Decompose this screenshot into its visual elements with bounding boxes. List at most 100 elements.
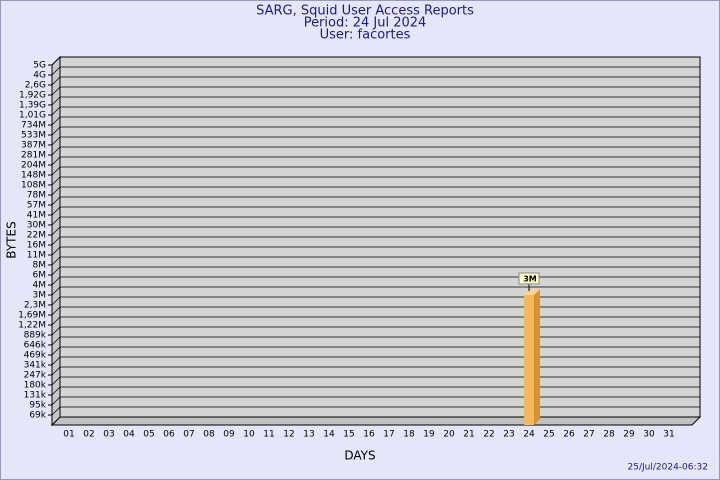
grid-line bbox=[51, 256, 61, 266]
y-axis-label: BYTES bbox=[5, 221, 19, 258]
grid-line bbox=[51, 276, 61, 286]
grid-line bbox=[51, 356, 61, 366]
grid-line bbox=[51, 186, 61, 196]
x-tick-label: 16 bbox=[363, 430, 375, 440]
y-tick-label: 41M bbox=[27, 211, 46, 221]
grid-line bbox=[51, 116, 61, 126]
bar bbox=[524, 295, 534, 425]
y-tick-label: 2,6G bbox=[25, 81, 46, 91]
grid-line bbox=[51, 366, 61, 376]
grid-line bbox=[51, 306, 61, 316]
grid-line bbox=[51, 86, 61, 96]
grid-line bbox=[51, 166, 61, 176]
x-tick-label: 12 bbox=[283, 430, 294, 440]
y-tick-label: 148M bbox=[21, 171, 46, 181]
bar-top bbox=[524, 289, 540, 295]
y-tick-label: 2,3M bbox=[24, 301, 46, 311]
x-tick-label: 17 bbox=[383, 430, 394, 440]
chart-title: SARG, Squid User Access Reports bbox=[256, 4, 474, 19]
y-tick-label: 22M bbox=[27, 231, 46, 241]
y-tick-label: 1,22M bbox=[18, 321, 46, 331]
x-tick-label: 11 bbox=[263, 430, 274, 440]
x-tick-label: 28 bbox=[603, 430, 615, 440]
grid-line bbox=[51, 66, 61, 76]
y-tick-label: 108M bbox=[21, 181, 46, 191]
y-tick-label: 180k bbox=[24, 381, 47, 391]
grid-line bbox=[51, 226, 61, 236]
y-tick-label: 16M bbox=[27, 241, 46, 251]
x-tick-label: 25 bbox=[543, 430, 554, 440]
y-tick-label: 78M bbox=[27, 191, 46, 201]
y-tick-label: 30M bbox=[27, 221, 46, 231]
x-tick-label: 03 bbox=[103, 430, 114, 440]
grid-line bbox=[51, 56, 61, 66]
y-tick-label: 889k bbox=[24, 331, 47, 341]
label-box bbox=[518, 272, 540, 285]
x-tick-label: 08 bbox=[203, 430, 215, 440]
grid-line bbox=[51, 106, 61, 116]
x-tick-label: 24 bbox=[523, 430, 535, 440]
grid-line bbox=[51, 316, 61, 326]
y-tick-label: 204M bbox=[21, 161, 46, 171]
y-tick-label: 533M bbox=[21, 131, 46, 141]
x-tick-label: 21 bbox=[463, 430, 474, 440]
x-tick-label: 04 bbox=[123, 430, 135, 440]
y-tick-label: 1,01G bbox=[19, 111, 46, 121]
floor bbox=[50, 416, 702, 426]
grid-line bbox=[51, 216, 61, 226]
grid-line bbox=[51, 296, 61, 306]
x-tick-label: 20 bbox=[443, 430, 455, 440]
x-tick-label: 26 bbox=[563, 430, 575, 440]
x-tick-label: 19 bbox=[423, 430, 435, 440]
x-tick-label: 02 bbox=[83, 430, 94, 440]
y-tick-label: 4G bbox=[33, 71, 46, 81]
x-tick-label: 18 bbox=[403, 430, 415, 440]
y-tick-label: 341k bbox=[24, 361, 47, 371]
grid-line bbox=[51, 286, 61, 296]
y-tick-label: 646k bbox=[24, 341, 47, 351]
y-tick-label: 734M bbox=[21, 121, 46, 131]
x-tick-label: 27 bbox=[583, 430, 594, 440]
grid-line bbox=[51, 406, 61, 416]
y-tick-label: 131k bbox=[24, 391, 47, 401]
x-tick-label: 29 bbox=[623, 430, 635, 440]
y-tick-label: 6M bbox=[33, 271, 47, 281]
grid-line bbox=[51, 336, 61, 346]
y-tick-label: 11M bbox=[27, 251, 46, 261]
y-tick-label: 1,92G bbox=[19, 91, 46, 101]
x-tick-label: 01 bbox=[63, 430, 74, 440]
y-tick-label: 57M bbox=[27, 201, 46, 211]
x-tick-label: 10 bbox=[243, 430, 255, 440]
x-tick-label: 14 bbox=[323, 430, 335, 440]
y-tick-label: 1,39G bbox=[19, 101, 46, 111]
grid-line bbox=[51, 76, 61, 86]
grid-line bbox=[51, 386, 61, 396]
x-tick-label: 06 bbox=[163, 430, 175, 440]
x-tick-label: 05 bbox=[143, 430, 154, 440]
y-tick-label: 1,69M bbox=[18, 311, 46, 321]
y-tick-label: 387M bbox=[21, 141, 46, 151]
y-tick-label: 5G bbox=[33, 61, 46, 71]
bar-side bbox=[534, 289, 540, 425]
grid-line bbox=[51, 196, 61, 206]
grid-line bbox=[51, 396, 61, 406]
grid-line bbox=[51, 266, 61, 276]
grid-line bbox=[51, 376, 61, 386]
data-label: 3M bbox=[523, 275, 537, 284]
x-tick-label: 30 bbox=[643, 430, 655, 440]
y-tick-label: 3M bbox=[33, 291, 47, 301]
y-tick-label: 8M bbox=[33, 261, 47, 271]
x-tick-label: 07 bbox=[183, 430, 194, 440]
grid-line bbox=[51, 346, 61, 356]
grid-line bbox=[51, 176, 61, 186]
x-tick-label: 09 bbox=[223, 430, 235, 440]
x-axis-label: DAYS bbox=[344, 449, 375, 463]
y-tick-label: 95k bbox=[29, 401, 46, 411]
grid-line bbox=[51, 126, 61, 136]
y-tick-label: 469k bbox=[24, 351, 47, 361]
grid-line bbox=[51, 156, 61, 166]
x-tick-label: 22 bbox=[483, 430, 494, 440]
subtitle: Period: 24 Jul 2024 bbox=[304, 16, 427, 31]
grid-line bbox=[51, 136, 61, 146]
